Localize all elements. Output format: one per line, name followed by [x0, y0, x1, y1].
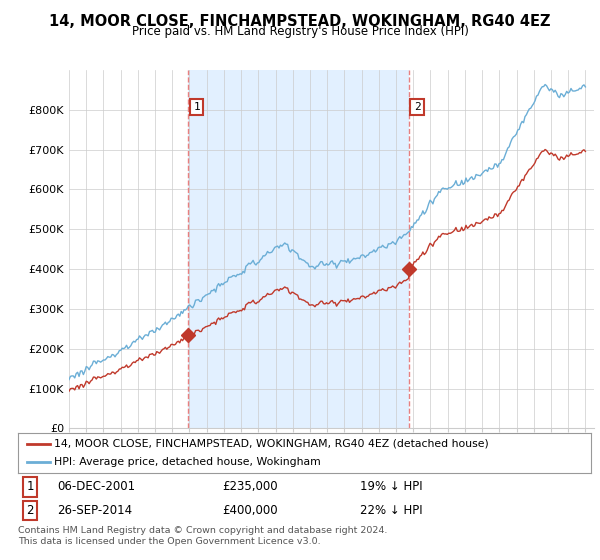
Text: 2: 2 — [26, 504, 34, 517]
Text: 06-DEC-2001: 06-DEC-2001 — [57, 480, 135, 493]
Text: 14, MOOR CLOSE, FINCHAMPSTEAD, WOKINGHAM, RG40 4EZ: 14, MOOR CLOSE, FINCHAMPSTEAD, WOKINGHAM… — [49, 14, 551, 29]
Text: 1: 1 — [26, 480, 34, 493]
Text: Contains HM Land Registry data © Crown copyright and database right 2024.
This d: Contains HM Land Registry data © Crown c… — [18, 526, 388, 546]
Text: 2: 2 — [414, 102, 421, 112]
Text: Price paid vs. HM Land Registry's House Price Index (HPI): Price paid vs. HM Land Registry's House … — [131, 25, 469, 38]
Text: 19% ↓ HPI: 19% ↓ HPI — [360, 480, 422, 493]
Text: £400,000: £400,000 — [222, 504, 278, 517]
Text: 22% ↓ HPI: 22% ↓ HPI — [360, 504, 422, 517]
Text: £235,000: £235,000 — [222, 480, 278, 493]
Text: HPI: Average price, detached house, Wokingham: HPI: Average price, detached house, Woki… — [54, 458, 321, 467]
Text: 14, MOOR CLOSE, FINCHAMPSTEAD, WOKINGHAM, RG40 4EZ (detached house): 14, MOOR CLOSE, FINCHAMPSTEAD, WOKINGHAM… — [54, 439, 489, 449]
Text: 1: 1 — [193, 102, 200, 112]
Text: 26-SEP-2014: 26-SEP-2014 — [57, 504, 132, 517]
Bar — [188, 70, 409, 428]
